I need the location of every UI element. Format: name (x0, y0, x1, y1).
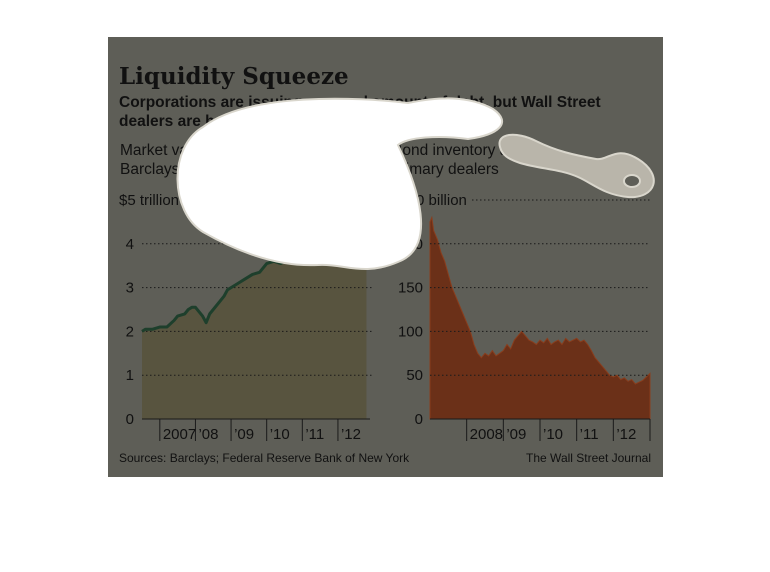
left-chart: $5 trillion 0 1 2 3 4 2007 ’08 ’09 ’10 ’… (119, 192, 372, 443)
right-area-fill (429, 215, 651, 420)
left-y-tick-label: 0 (126, 411, 134, 428)
left-x-tick-label: ’08 (198, 426, 218, 443)
right-x-tick-label: ’09 (506, 426, 526, 443)
right-x-ticks (430, 418, 651, 441)
right-x-tick-label: ’12 (616, 426, 636, 443)
right-y-tick-label: 0 (415, 411, 423, 428)
right-gridlines (430, 199, 650, 376)
source-note: Sources: Barclays; Federal Reserve Bank … (119, 451, 410, 465)
left-top-tick-label: $5 trillion (119, 192, 179, 209)
charts-svg: $5 trillion 0 1 2 3 4 2007 ’08 ’09 ’10 ’… (119, 97, 655, 443)
right-chart-title: Bond inventory at primary dealers (392, 142, 513, 178)
left-y-tick-label: 1 (126, 367, 134, 384)
left-y-tick-label: 4 (126, 236, 134, 253)
right-x-tick-label: ’11 (580, 426, 599, 443)
right-x-tick-label: 2008 (470, 426, 503, 443)
right-y-tick-label: 100 (398, 323, 423, 340)
left-x-tick-label: ’10 (270, 426, 290, 443)
chart-card: Liquidity Squeeze Corporations are issui… (108, 37, 663, 477)
left-x-tick-label: ’09 (234, 426, 254, 443)
credit-line: The Wall Street Journal (526, 451, 651, 465)
left-x-ticks (142, 418, 370, 441)
right-x-tick-label: ’10 (543, 426, 563, 443)
left-area-fill (142, 219, 367, 419)
right-chart: $250 billion 0 50 100 150 200 2008 ’09 ’… (391, 192, 651, 443)
right-y-tick-label: 150 (398, 280, 423, 297)
left-y-tick-label: 3 (126, 280, 134, 297)
left-x-tick-labels: 2007 ’08 ’09 ’10 ’11 ’12 (163, 426, 361, 443)
white-overlay-blob (176, 97, 504, 270)
left-x-tick-label: ’12 (341, 426, 361, 443)
left-y-ticks: $5 trillion 0 1 2 3 4 (119, 192, 179, 428)
right-y-tick-label: 50 (406, 367, 423, 384)
left-x-tick-label: ’11 (305, 426, 324, 443)
chart-title: Liquidity Squeeze (119, 63, 349, 90)
left-x-tick-label: 2007 (163, 426, 196, 443)
right-x-tick-labels: 2008 ’09 ’10 ’11 ’12 (470, 426, 637, 443)
left-y-tick-label: 2 (126, 323, 134, 340)
white-overlay-blob-small (498, 133, 655, 199)
